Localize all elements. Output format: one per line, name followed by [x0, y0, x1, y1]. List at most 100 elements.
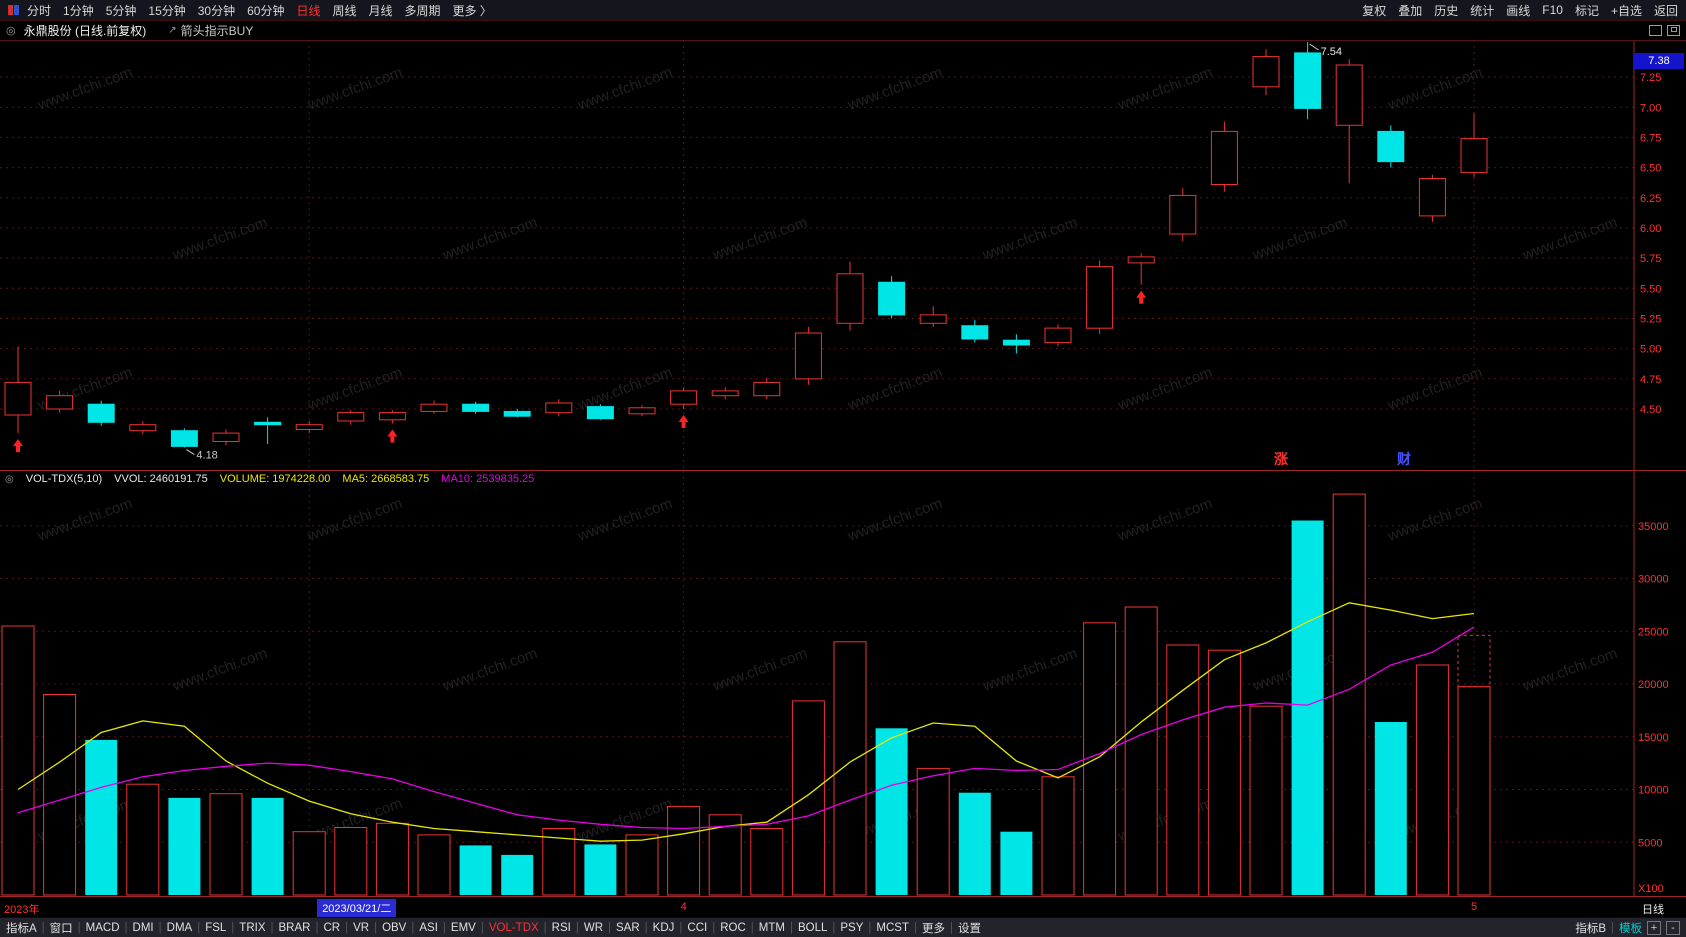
- candle[interactable]: [1002, 334, 1030, 354]
- candle[interactable]: [670, 387, 698, 409]
- candle[interactable]: [1252, 49, 1280, 96]
- volume-bar[interactable]: [1, 625, 35, 896]
- candle[interactable]: [170, 428, 198, 448]
- period-tab-week[interactable]: 周线: [332, 3, 357, 18]
- volume-bar[interactable]: [1083, 622, 1117, 896]
- chart-type-icon[interactable]: ◎: [6, 25, 16, 37]
- indicator-tab-roc[interactable]: ROC: [720, 921, 746, 934]
- indicator-tab-mcst[interactable]: MCST: [876, 921, 909, 934]
- candle[interactable]: [87, 400, 115, 426]
- candles[interactable]: [4, 42, 1488, 448]
- period-tab-more[interactable]: 更多 〉: [452, 3, 492, 18]
- candle[interactable]: [337, 410, 365, 425]
- indicator-tab-dma[interactable]: DMA: [166, 921, 193, 934]
- volume-chart[interactable]: www.cfchi.com www.cfchi.com www.cfchi.com w…: [0, 471, 1686, 897]
- volume-bar[interactable]: [1207, 649, 1241, 896]
- indicator-tab-mtm[interactable]: MTM: [758, 921, 785, 934]
- indicator-tab-cci[interactable]: CCI: [687, 921, 708, 934]
- candle[interactable]: [836, 261, 864, 331]
- period-tab-multi-period[interactable]: 多周期: [404, 3, 441, 18]
- candle[interactable]: [212, 429, 240, 446]
- period-tab-15min[interactable]: 15分钟: [148, 3, 186, 18]
- candle[interactable]: [1294, 42, 1322, 120]
- tool-button-adjust[interactable]: 复权: [1362, 3, 1387, 18]
- candle[interactable]: [46, 390, 74, 413]
- volume-bar[interactable]: [1415, 664, 1449, 896]
- candle[interactable]: [794, 326, 822, 385]
- indicator-tab-cr[interactable]: CR: [323, 921, 341, 934]
- period-tab-30min[interactable]: 30分钟: [197, 3, 236, 18]
- candle[interactable]: [919, 306, 947, 327]
- volume-bar[interactable]: [126, 783, 160, 896]
- tool-button-add-watchlist[interactable]: +自选: [1610, 3, 1642, 18]
- volume-bar[interactable]: [334, 827, 368, 896]
- candle[interactable]: [1377, 125, 1405, 168]
- volume-bar[interactable]: [1291, 520, 1324, 896]
- tool-button-history[interactable]: 历史: [1434, 3, 1459, 18]
- volume-bar[interactable]: [1166, 644, 1200, 896]
- tool-button-indicator-b[interactable]: 指标B: [1575, 922, 1606, 935]
- indicator-tab-dmi[interactable]: DMI: [132, 921, 154, 934]
- volume-bar[interactable]: [584, 844, 617, 895]
- candle[interactable]: [586, 404, 614, 420]
- volume-bar[interactable]: [1000, 831, 1033, 895]
- indicator-tab-vr[interactable]: VR: [353, 921, 370, 934]
- candle[interactable]: [1460, 113, 1488, 178]
- volume-bar[interactable]: [1124, 606, 1158, 896]
- candle[interactable]: [462, 401, 490, 414]
- candlestick-chart[interactable]: www.cfchi.com www.cfchi.com www.cfchi.com w…: [0, 40, 1686, 471]
- candle[interactable]: [1335, 59, 1363, 184]
- volume-bar[interactable]: [501, 854, 534, 895]
- indicator-collapse-icon[interactable]: ◎: [5, 473, 14, 485]
- candle[interactable]: [254, 417, 282, 444]
- candle[interactable]: [628, 405, 656, 417]
- tool-button-draw-line[interactable]: 画线: [1506, 3, 1531, 18]
- volume-bar[interactable]: [667, 805, 701, 896]
- indicator-tab-window[interactable]: 窗口: [49, 922, 73, 935]
- indicator-tab-wr[interactable]: WR: [583, 921, 604, 934]
- candle[interactable]: [753, 377, 781, 400]
- candle[interactable]: [295, 421, 323, 434]
- restore-pane-icon[interactable]: [1649, 25, 1662, 36]
- volume-bar[interactable]: [168, 797, 201, 895]
- volume-bar[interactable]: [417, 834, 451, 896]
- period-tab-60min[interactable]: 60分钟: [247, 3, 285, 18]
- volume-bar[interactable]: [916, 767, 950, 896]
- tool-button-overlay[interactable]: 叠加: [1398, 3, 1423, 18]
- volume-bar[interactable]: [1332, 493, 1366, 896]
- candle[interactable]: [878, 276, 906, 319]
- volume-bar[interactable]: [209, 793, 243, 896]
- volume-bar[interactable]: [85, 739, 118, 895]
- indicator-tab-asi[interactable]: ASI: [419, 921, 438, 934]
- volume-bar[interactable]: [625, 834, 659, 896]
- volume-bar[interactable]: [875, 728, 908, 895]
- indicator-tab-sar[interactable]: SAR: [616, 921, 640, 934]
- volume-bar[interactable]: [43, 694, 77, 896]
- volume-pane[interactable]: www.cfchi.com www.cfchi.com www.cfchi.com w…: [0, 471, 1686, 897]
- layout-pane-icon[interactable]: [1667, 25, 1680, 36]
- candle[interactable]: [129, 421, 157, 435]
- main-chart-pane[interactable]: www.cfchi.com www.cfchi.com www.cfchi.com w…: [0, 40, 1686, 471]
- candle[interactable]: [711, 387, 739, 400]
- indicator-tab-emv[interactable]: EMV: [450, 921, 476, 934]
- candle[interactable]: [378, 410, 406, 424]
- volume-bar[interactable]: [791, 700, 825, 896]
- indicator-tab-more[interactable]: 更多: [922, 922, 945, 935]
- indicator-tab-rsi[interactable]: RSI: [551, 921, 571, 934]
- volume-bar[interactable]: [833, 641, 867, 896]
- tool-button-f10[interactable]: F10: [1542, 3, 1563, 17]
- volume-bar[interactable]: [958, 792, 991, 895]
- indicator-tab-brar[interactable]: BRAR: [278, 921, 311, 934]
- highlighted-date[interactable]: 2023/03/21/二: [317, 899, 397, 917]
- volume-bar[interactable]: [1374, 722, 1407, 895]
- candle[interactable]: [1418, 174, 1446, 222]
- candle[interactable]: [1086, 260, 1114, 335]
- indicator-tab-kdj[interactable]: KDJ: [652, 921, 675, 934]
- candle[interactable]: [1127, 253, 1155, 285]
- candle[interactable]: [545, 399, 573, 417]
- volume-bar[interactable]: [375, 822, 409, 896]
- period-tab-fenshi[interactable]: 分时: [27, 3, 52, 18]
- zoom-out-button[interactable]: -: [1666, 920, 1680, 935]
- zoom-in-button[interactable]: +: [1647, 920, 1661, 935]
- indicator-tab-boll[interactable]: BOLL: [797, 921, 828, 934]
